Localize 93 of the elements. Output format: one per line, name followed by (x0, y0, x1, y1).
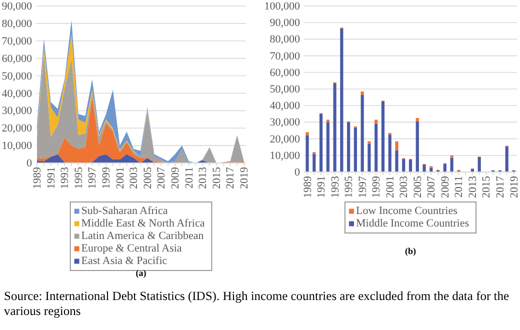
x-tick-label: 2009 (170, 166, 182, 189)
x-tick-label: 2005 (412, 176, 424, 198)
y-tick-label: 0 (26, 158, 32, 170)
bar (319, 114, 323, 172)
bar (443, 164, 446, 172)
x-tick-label: 2003 (398, 176, 410, 198)
y-tick-label: 90,000 (2, 0, 32, 13)
y-tick-label: 60,000 (270, 66, 300, 79)
y-tick-label: 50,000 (2, 70, 32, 82)
x-tick-label: 2017 (224, 166, 237, 189)
bar (416, 121, 419, 172)
x-tick-label: 1993 (329, 176, 342, 198)
bar (478, 157, 481, 172)
y-tick-label: 10,000 (2, 140, 32, 152)
x-tick-label: 1993 (59, 166, 72, 189)
bar (395, 141, 398, 150)
x-tick-label: 2001 (384, 176, 396, 198)
x-tick-label: 2007 (426, 176, 438, 198)
y-tick-label: 50,000 (270, 84, 300, 96)
x-tick-label: 2001 (114, 167, 126, 189)
y-tick-label: 40,000 (270, 100, 300, 112)
x-tick-label: 2011 (453, 176, 466, 198)
legend-label: East Asia & Pacific (81, 254, 168, 267)
x-tick-label: 1997 (86, 166, 99, 189)
bar (388, 134, 392, 172)
x-tick-label: 1995 (72, 166, 85, 189)
x-tick-label: 1991 (45, 167, 58, 189)
source-note: Source: International Debt Statistics (IDS). High income countries are excluded from the data for the various regions (4, 289, 510, 319)
bar (381, 101, 385, 172)
y-tick-label: 30,000 (270, 116, 300, 129)
bar (360, 94, 364, 172)
bar (374, 120, 378, 124)
legend-label: Low Income Countries (356, 204, 458, 217)
bar (368, 141, 371, 144)
bar (450, 158, 454, 172)
x-tick-label: 2015 (480, 176, 493, 198)
bar (422, 164, 426, 172)
y-tick-label: 80,000 (2, 18, 32, 30)
bar (326, 122, 330, 172)
x-tick-label: 2005 (142, 166, 154, 189)
bar (347, 122, 350, 172)
legend-label: Sub-Saharan Africa (81, 204, 168, 217)
y-tick-label: 90,000 (270, 17, 300, 30)
text: (a) (136, 268, 146, 278)
y-tick-label: 80,000 (270, 34, 300, 46)
x-tick-label: 2011 (183, 167, 196, 189)
x-tick-label: 2003 (128, 166, 140, 189)
x-tick-label: 2013 (466, 176, 479, 198)
bar (360, 91, 364, 95)
bar (395, 150, 398, 172)
legend-label: Europe & Central Asia (81, 242, 182, 254)
x-tick-label: 1995 (343, 176, 356, 198)
bar (306, 135, 309, 172)
y-tick-label: 10,000 (270, 150, 300, 162)
x-tick-label: 2007 (156, 166, 168, 189)
x-tick-label: 1991 (316, 176, 328, 198)
y-tick-label: 0 (294, 166, 300, 179)
legend-label: Middle East & North Africa (81, 217, 205, 230)
x-tick-label: 1989 (302, 176, 314, 198)
bar (340, 28, 344, 172)
x-tick-label: 2019 (238, 166, 251, 189)
bar (416, 118, 419, 122)
bar (333, 83, 336, 172)
y-tick-label: 40,000 (2, 88, 32, 100)
text: (b) (405, 246, 416, 256)
bar (306, 132, 309, 136)
bar (505, 146, 508, 172)
x-tick-label: 1989 (32, 166, 44, 189)
bar (450, 155, 454, 158)
legend-label: Middle Income Countries (356, 217, 470, 230)
x-tick-label: 2013 (197, 166, 210, 189)
x-tick-label: 1999 (100, 166, 113, 189)
bar (374, 124, 378, 172)
bar (354, 128, 357, 172)
bar (408, 160, 412, 172)
x-tick-label: 2009 (439, 176, 452, 198)
bar (402, 158, 406, 172)
y-tick-label: 60,000 (2, 52, 32, 65)
y-tick-label: 100,000 (264, 0, 300, 13)
legend-label: Latin America & Caribbean (81, 230, 204, 242)
x-tick-label: 1999 (370, 176, 383, 198)
y-tick-label: 20,000 (270, 133, 300, 146)
y-tick-label: 70,000 (270, 50, 300, 62)
x-tick-label: 2015 (210, 166, 223, 189)
bar (312, 154, 316, 172)
x-tick-label: 2017 (494, 176, 506, 198)
x-tick-label: 2019 (508, 176, 520, 198)
y-tick-label: 20,000 (2, 122, 32, 135)
bar (326, 120, 330, 122)
y-tick-label: 70,000 (2, 35, 32, 48)
bar (368, 144, 371, 172)
x-tick-label: 1997 (356, 176, 369, 198)
y-tick-label: 30,000 (2, 105, 32, 118)
